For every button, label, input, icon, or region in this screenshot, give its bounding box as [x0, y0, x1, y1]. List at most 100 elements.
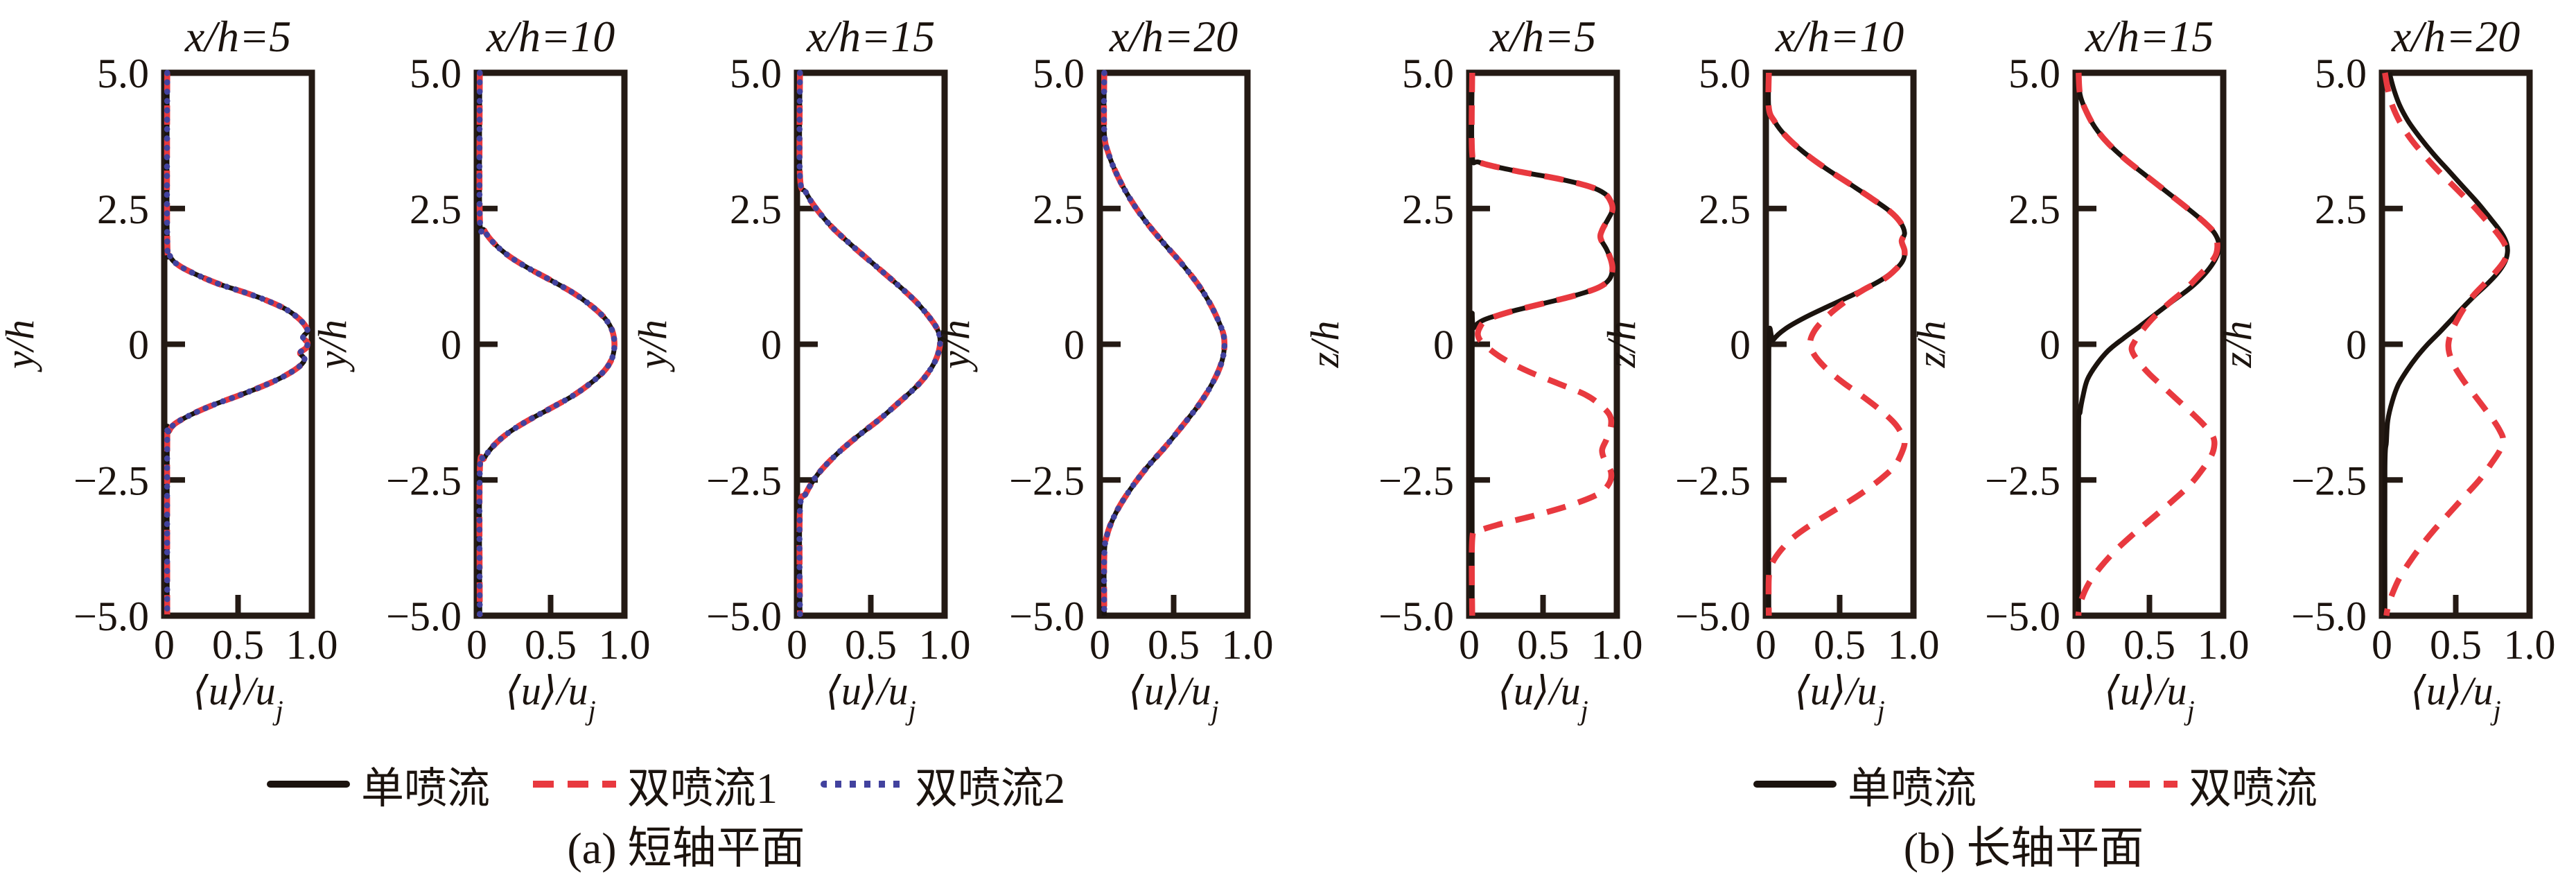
x-axis-label: ⟨u⟩/uj	[2104, 668, 2195, 726]
legend-item: 双喷流2	[821, 753, 1065, 815]
subplot-canvas-a4: x/h=205.02.50−2.5−5.00 0.5 1.0y/h⟨u⟩/uj	[933, 12, 1274, 726]
y-tick-label: 0	[441, 322, 462, 368]
subplot-title: x/h=10	[486, 12, 615, 61]
y-tick-label: 5.0	[1033, 51, 1085, 96]
y-tick-label: 2.5	[730, 187, 782, 232]
x-tick-label: 0	[1089, 622, 1110, 668]
x-tick-label: 1.0	[1591, 622, 1643, 668]
legend-label: 双喷流	[2189, 765, 2318, 813]
x-tick-label: 0.5	[525, 622, 577, 668]
legend-group-a: 单喷流 双喷流1 双喷流2	[267, 760, 1065, 813]
y-tick-label: −5.0	[386, 593, 462, 639]
y-tick-label: 0	[1730, 322, 1751, 368]
y-tick-label: 0	[2346, 322, 2367, 368]
x-tick-label: 0	[1459, 622, 1480, 668]
plot-frame	[2378, 69, 2533, 619]
plot-frame	[794, 69, 948, 619]
y-tick-label: 5.0	[1402, 51, 1454, 96]
y-tick-label: −5.0	[1378, 593, 1454, 639]
x-tick-label: 0.5	[845, 622, 897, 668]
y-tick-label: 0	[128, 322, 149, 368]
subplot-a-xh10: x/h=10 5.0 2.5 0 −2.5 −5.0 0 0.5 1.0 y/h ⟨u⟩/uj	[310, 0, 674, 749]
curve-dotted	[164, 69, 311, 619]
subplot-canvas-b3: x/h=155.02.50−2.5−5.00 0.5 1.0z/h⟨u⟩/uj	[1909, 12, 2250, 726]
curve-dashed	[2382, 72, 2511, 616]
x-tick-label: 0.5	[1814, 622, 1866, 668]
subplot-title: x/h=15	[2085, 12, 2214, 61]
y-tick-label: −5.0	[73, 593, 149, 639]
y-axis-label: z/h	[2215, 321, 2260, 369]
y-tick-label: −2.5	[1675, 458, 1751, 503]
x-tick-label: 0.5	[1517, 622, 1569, 668]
x-tick-label: 0	[787, 622, 807, 668]
curve-dotted	[796, 69, 943, 619]
curve-solid	[164, 72, 310, 616]
y-tick-label: 5.0	[410, 51, 462, 96]
y-tick-label: 0	[761, 322, 782, 368]
curve-dashed	[2075, 72, 2220, 617]
legend-item: 双喷流1	[533, 753, 778, 815]
subplot-canvas-a3: x/h=155.02.50−2.5−5.00 0.5 1.0y/h⟨u⟩/uj	[630, 12, 971, 726]
x-tick-label: 0	[1755, 622, 1776, 668]
curve-dashed	[1469, 72, 1616, 616]
curve-dashed	[476, 72, 617, 616]
y-tick-label: −2.5	[73, 458, 149, 503]
legend-item: 单喷流	[1753, 753, 1977, 815]
curve-dashed	[796, 72, 943, 616]
y-tick-label: 5.0	[2315, 51, 2367, 96]
y-tick-label: −2.5	[1985, 458, 2060, 503]
x-axis-label: ⟨u⟩/uj	[505, 668, 596, 726]
legend-label: 双喷流1	[627, 765, 778, 813]
curve-solid	[2382, 72, 2510, 616]
subplot-title: x/h=20	[2391, 12, 2520, 61]
x-tick-label: 0	[466, 622, 487, 668]
y-tick-label: −5.0	[1009, 593, 1085, 639]
subplot-title: x/h=15	[806, 12, 935, 61]
curve-solid	[2076, 72, 2222, 616]
subplot-canvas-a2: x/h=105.02.50−2.5−5.00 0.5 1.0y/h⟨u⟩/uj	[310, 12, 651, 726]
x-tick-label: 1.0	[2198, 622, 2250, 668]
curve-dashed	[1765, 72, 1908, 616]
y-tick-label: −2.5	[386, 458, 462, 503]
y-tick-label: 2.5	[1699, 187, 1751, 232]
y-axis-label: z/h	[1909, 321, 1954, 369]
y-tick-label: 0	[2040, 322, 2060, 368]
curve-dashed	[164, 72, 311, 616]
y-axis-label: z/h	[1302, 321, 1347, 369]
plot-frame	[2072, 69, 2227, 619]
curve-solid	[1469, 72, 1615, 616]
caption-group-a: (a) 短轴平面	[567, 824, 805, 873]
legend-label: 单喷流	[1848, 765, 1977, 813]
x-tick-label: 1.0	[919, 622, 971, 668]
y-tick-label: 0	[1064, 322, 1085, 368]
y-tick-label: 2.5	[410, 187, 462, 232]
subplot-a-xh20: x/h=20 5.0 2.5 0 −2.5 −5.0 0 0.5 1.0 y/h ⟨u⟩/uj	[933, 0, 1297, 749]
y-tick-label: −2.5	[1378, 458, 1454, 503]
x-axis-label: ⟨u⟩/uj	[1128, 668, 1219, 726]
x-tick-label: 1.0	[2504, 622, 2556, 668]
x-tick-label: 1.0	[599, 622, 651, 668]
x-tick-label: 1.0	[286, 622, 338, 668]
y-axis-label: y/h	[0, 320, 42, 372]
y-tick-label: −5.0	[1985, 593, 2060, 639]
curve-solid	[797, 72, 943, 616]
subplot-b-xh20: x/h=20 5.0 2.5 0 −2.5 −5.0 0 0.5 1.0 z/h ⟨u⟩/uj	[2215, 0, 2576, 749]
legend-label: 双喷流2	[915, 765, 1066, 813]
subplot-title: x/h=5	[184, 12, 291, 61]
y-tick-label: 2.5	[2008, 187, 2060, 232]
curve-solid	[1766, 72, 1907, 616]
legend-label: 单喷流	[361, 765, 491, 813]
subplot-canvas-a1: x/h=55.02.50−2.5−5.00 0.5 1.0y/h⟨u⟩/uj	[0, 12, 338, 726]
y-tick-label: −2.5	[2291, 458, 2367, 503]
subplot-canvas-b1: x/h=55.02.50−2.5−5.00 0.5 1.0z/h⟨u⟩/uj	[1302, 12, 1643, 726]
curve-solid	[1101, 72, 1227, 616]
curve-dotted	[476, 69, 617, 619]
subplot-a-xh15: x/h=15 5.0 2.5 0 −2.5 −5.0 0 0.5 1.0 y/h ⟨u⟩/uj	[630, 0, 995, 749]
x-tick-label: 0	[2372, 622, 2392, 668]
x-tick-label: 0.5	[2430, 622, 2482, 668]
x-tick-label: 0.5	[2123, 622, 2175, 668]
subplot-title: x/h=5	[1489, 12, 1596, 61]
y-axis-label: z/h	[1599, 321, 1644, 369]
x-tick-label: 1.0	[1222, 622, 1274, 668]
curve-dotted	[1101, 69, 1228, 619]
